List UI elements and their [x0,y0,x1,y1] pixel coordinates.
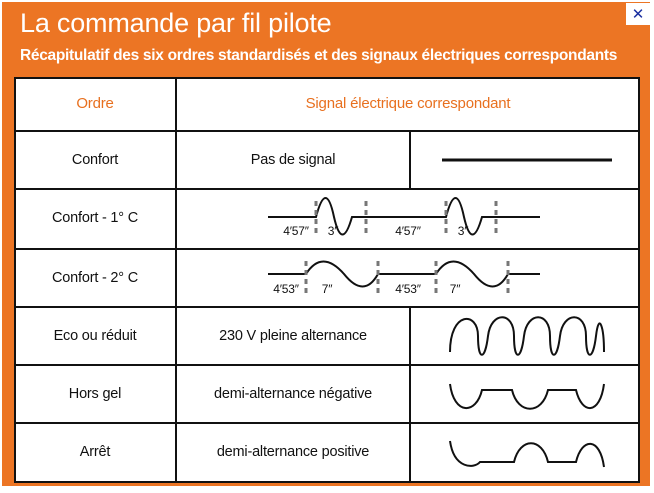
close-button[interactable]: ✕ [626,3,650,25]
positive-half-wave-waveform [449,440,605,468]
order-label: Confort - 1° C [52,210,138,226]
order-label: Confort [71,152,119,168]
table-border [14,77,640,483]
column-header-signal: Signal électrique correspondant [305,95,511,112]
signal-description: demi-alternance positive [216,444,370,460]
order-label: Hors gel [68,386,122,402]
pulse-duration-label: 7″ [449,282,461,296]
pause-duration-label: 4′57″ [283,224,309,238]
pulse-train-1c-waveform [268,197,540,237]
table-grid [14,77,640,483]
signal-table: Ordre Signal électrique correspondant Co… [14,77,640,483]
pulse-train-2c-waveform [268,260,540,297]
page-title: La commande par fil pilote [20,8,332,38]
column-header-ordre: Ordre [76,95,114,112]
full-sine-waveform [449,316,605,356]
page-subtitle: Récapitulatif des six ordres standardisé… [20,47,618,64]
signal-description: demi-alternance négative [213,386,373,402]
order-label: Eco ou réduit [53,328,137,344]
pulse-duration-label: 7″ [321,282,333,296]
pulse-duration-label: 3″ [457,224,469,238]
pulse-duration-label: 3″ [327,224,339,238]
pause-duration-label: 4′53″ [395,282,421,296]
pause-duration-label: 4′57″ [395,224,421,238]
order-label: Arrêt [79,444,111,460]
order-label: Confort - 2° C [52,270,138,286]
signal-description: 230 V pleine alternance [219,328,367,344]
signal-description: Pas de signal [250,152,336,168]
negative-half-wave-waveform [449,383,605,410]
pause-duration-label: 4′53″ [273,282,299,296]
